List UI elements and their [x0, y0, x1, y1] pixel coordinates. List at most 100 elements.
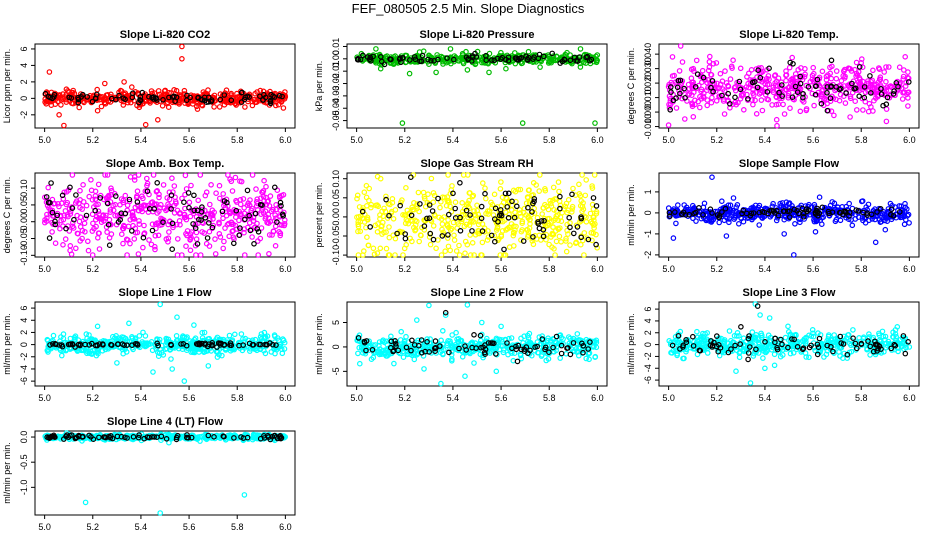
data-point: [577, 241, 584, 248]
data-point: [174, 314, 180, 321]
y-tick-label: 2: [643, 330, 653, 335]
x-tick-label: 5.8: [231, 135, 244, 145]
highlight-point: [836, 86, 843, 93]
x-tick-label: 5.0: [662, 264, 675, 274]
highlight-point: [861, 84, 868, 90]
data-point: [120, 102, 127, 108]
data-point: [73, 245, 79, 252]
data-point: [774, 122, 780, 129]
data-point: [443, 202, 450, 209]
data-point: [233, 214, 239, 221]
highlight-point: [856, 64, 863, 70]
data-point: [737, 65, 744, 72]
data-point: [191, 322, 197, 328]
data-point: [92, 188, 99, 195]
data-point: [273, 99, 279, 105]
highlight-point: [732, 94, 738, 101]
data-point: [77, 197, 83, 203]
y-tick-label: 0.030: [643, 57, 653, 80]
y-tick-label: -6: [19, 377, 29, 385]
plot-frame: [34, 172, 296, 258]
highlight-point: [160, 219, 166, 226]
data-point: [199, 229, 205, 235]
highlight-point: [890, 91, 897, 97]
data-point: [272, 102, 279, 109]
data-point: [226, 209, 233, 216]
highlight-point: [366, 56, 373, 63]
highlight-point: [402, 235, 409, 242]
data-point: [183, 243, 189, 250]
data-point: [104, 229, 110, 235]
data-point: [259, 189, 266, 196]
data-point: [413, 317, 420, 323]
data-point: [875, 87, 881, 93]
data-point: [586, 356, 592, 363]
data-point: [593, 59, 600, 66]
data-point: [577, 64, 584, 70]
highlight-point: [513, 203, 520, 210]
data-point: [795, 67, 802, 73]
data-point: [497, 252, 504, 258]
highlight-point: [878, 86, 884, 92]
highlight-point: [852, 85, 859, 92]
highlight-point: [191, 207, 198, 214]
highlight-point: [187, 94, 193, 101]
data-point: [773, 101, 780, 108]
data-point: [390, 216, 397, 222]
data-point: [174, 207, 181, 214]
data-point: [700, 90, 707, 97]
data-point: [220, 191, 227, 197]
data-point: [858, 56, 865, 62]
data-point: [785, 323, 791, 330]
data-point: [827, 64, 833, 71]
highlight-point: [849, 80, 855, 87]
data-point: [104, 92, 111, 98]
data-point: [745, 70, 752, 77]
data-point: [743, 84, 750, 90]
data-point: [273, 206, 280, 213]
data-point: [176, 218, 183, 224]
highlight-point: [154, 180, 161, 186]
data-point: [135, 251, 142, 257]
data-point: [872, 239, 879, 246]
data-point: [706, 58, 713, 65]
data-point: [576, 181, 582, 188]
data-point: [197, 172, 204, 178]
data-point: [377, 245, 384, 252]
highlight-point: [52, 218, 58, 225]
data-point: [557, 355, 564, 361]
highlight-point: [473, 54, 480, 60]
y-tick-label: -1: [643, 230, 653, 238]
data-point: [441, 214, 447, 220]
data-point: [716, 219, 723, 226]
y-axis-label: ml/min per min.: [626, 184, 636, 246]
highlight-point: [194, 207, 201, 214]
highlight-point: [144, 188, 151, 195]
highlight-point: [139, 89, 146, 96]
data-point: [759, 107, 766, 114]
data-point: [842, 100, 849, 106]
y-tick-label: 6: [643, 307, 653, 312]
data-point: [249, 102, 256, 109]
data-point: [860, 107, 866, 113]
highlight-point: [708, 84, 714, 91]
highlight-point: [674, 84, 681, 91]
highlight-point: [262, 94, 269, 101]
data-point: [166, 229, 172, 235]
data-point: [216, 219, 222, 226]
data-point: [881, 85, 888, 92]
data-point: [237, 201, 244, 208]
data-point: [158, 201, 164, 208]
highlight-point: [357, 56, 364, 63]
data-point: [518, 60, 525, 67]
data-point: [729, 65, 735, 71]
data-point: [435, 237, 441, 243]
plot-title: Slope Gas Stream RH: [420, 158, 533, 170]
data-point: [415, 189, 422, 196]
x-tick-label: 6.0: [903, 135, 916, 145]
data-point: [786, 64, 793, 71]
data-point: [789, 54, 796, 61]
highlight-point: [45, 199, 52, 206]
plot-title: Slope Sample Flow: [739, 158, 840, 170]
data-point: [712, 88, 719, 95]
